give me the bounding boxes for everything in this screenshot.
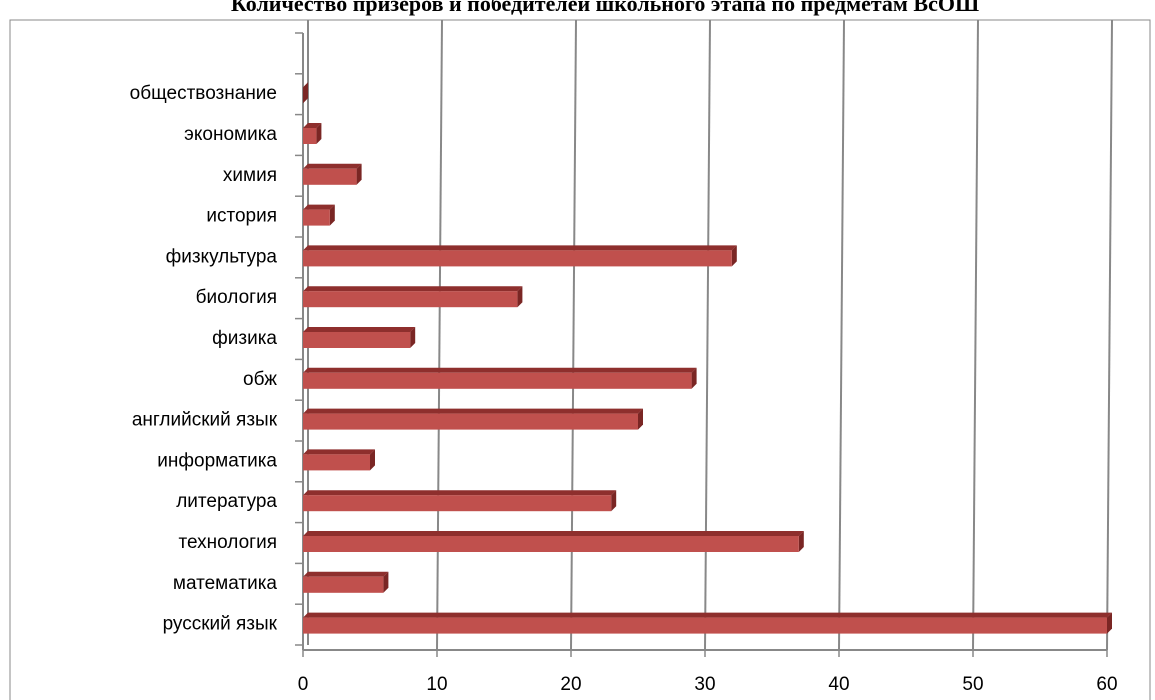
bar-group [303,612,1112,634]
bar-side [731,245,737,267]
bar-top [303,490,617,496]
bar [303,413,638,430]
chart-title: Количество призеров и победителей школьн… [231,0,979,16]
y-tick-label: математика [173,573,278,594]
bar-group [303,531,804,552]
bar-side [1107,612,1112,634]
y-tick-label: русский язык [163,614,278,635]
bar-side [611,490,617,512]
y-tick-label: информатика [157,450,277,471]
bar-top [303,327,416,332]
y-tick-label: физика [212,328,277,349]
y-tick-label: обж [243,369,277,390]
bar-group [303,204,335,226]
bar-group [303,449,375,471]
y-tick-label: литература [176,491,277,512]
bar-side [383,571,389,593]
bar [303,495,612,512]
bar [303,250,732,267]
grid-line [436,19,443,651]
bar-top [303,612,1112,618]
bar-side [691,367,697,389]
bar [303,291,518,308]
y-tick-label: физкультура [166,246,278,267]
bar-top [303,367,697,373]
bar-group [303,163,362,185]
y-tick-label: экономика [184,124,277,145]
grid-line [704,19,711,651]
x-tick-label: 0 [298,674,309,695]
bar-group [303,123,322,144]
bar-side [410,327,416,348]
bar-group [303,571,389,593]
bar-side [316,123,322,144]
bar-side [329,204,335,226]
y-tick-label: обществознание [130,83,277,104]
y-tick-label: английский язык [132,410,278,431]
x-tick-label: 30 [694,674,715,695]
bar [303,209,330,226]
chart-frame [9,19,1151,700]
y-tick-label: биология [196,287,277,308]
y-tick-label: история [206,206,277,227]
bar-side [303,82,308,104]
bar-side [638,408,643,430]
bar-top [303,123,322,128]
grid-line [972,19,979,651]
grid-line [838,19,845,651]
bar [303,576,384,593]
bar-side [517,286,523,308]
grid-line [570,19,577,651]
x-tick-label: 10 [426,674,447,695]
bar [303,332,411,348]
bar [303,536,799,552]
bar [303,617,1107,634]
bar-top [303,163,362,169]
bar-top [303,245,737,251]
bar [303,128,317,144]
bar-group [303,367,697,389]
grid-line [1106,19,1113,651]
bar-group [303,286,523,308]
bar-group [303,490,617,512]
bar-top [303,286,523,292]
y-tick-label: химия [223,165,277,186]
bar-group [303,245,737,267]
bar [303,454,370,471]
bar-side [356,163,362,185]
y-tick-label: технология [179,532,277,553]
bar-side [370,449,375,471]
bar-top [303,531,804,536]
bar-top [303,571,389,577]
x-tick-label: 40 [828,674,849,695]
bar [303,168,357,185]
x-tick-label: 50 [962,674,983,695]
bar-top [303,204,335,210]
bar-group [303,327,416,348]
x-tick-label: 60 [1096,674,1117,695]
bar-top [303,449,375,455]
bar-group [303,408,643,430]
bar-top [303,408,643,414]
bar-side [798,531,804,552]
x-tick-label: 20 [560,674,581,695]
bar-group [303,82,308,104]
bar [303,372,692,389]
